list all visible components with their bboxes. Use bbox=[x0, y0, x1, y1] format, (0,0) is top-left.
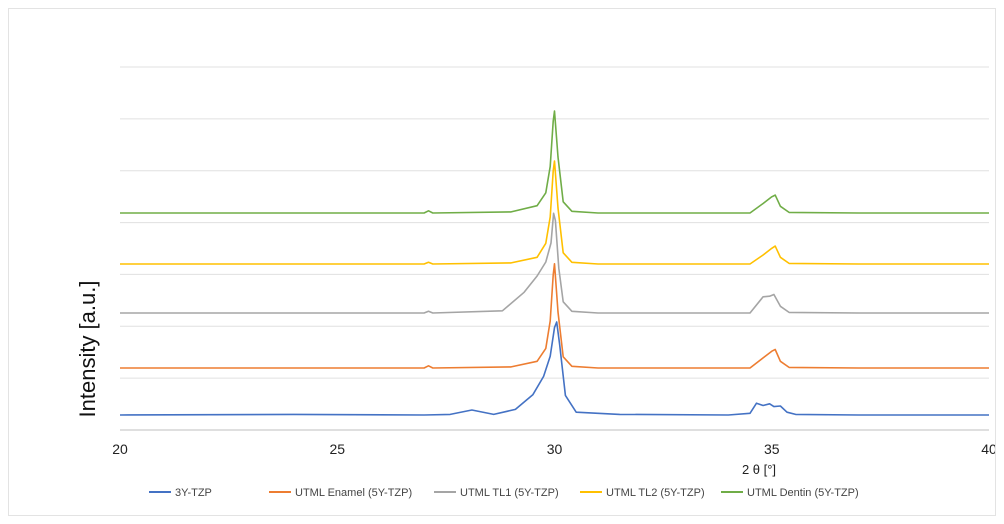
legend-label: 3Y-TZP bbox=[175, 487, 212, 499]
legend-item: UTML TL2 (5Y-TZP) bbox=[580, 487, 705, 499]
series-line bbox=[120, 110, 989, 214]
series-line bbox=[120, 212, 989, 314]
series-layer bbox=[119, 110, 989, 416]
x-axis-ticks: 20 25 30 35 40 bbox=[112, 441, 995, 457]
x-tick-label: 20 bbox=[112, 441, 128, 457]
legend: 3Y-TZP UTML Enamel (5Y-TZP) UTML TL1 (5Y-T… bbox=[149, 487, 859, 499]
x-tick-label: 25 bbox=[329, 441, 345, 457]
legend-label: UTML Enamel (5Y-TZP) bbox=[295, 487, 412, 499]
x-axis-label: 2 θ [°] bbox=[742, 462, 776, 477]
legend-item: 3Y-TZP bbox=[149, 487, 212, 499]
legend-label: UTML Dentin (5Y-TZP) bbox=[747, 487, 859, 499]
legend-label: UTML TL2 (5Y-TZP) bbox=[606, 487, 705, 499]
legend-item: UTML TL1 (5Y-TZP) bbox=[434, 487, 559, 499]
series-line bbox=[119, 321, 989, 416]
x-tick-label: 30 bbox=[547, 441, 563, 457]
xrd-line-chart: 20 25 30 35 40 Intensity [a.u.] 2 θ [°] 3Y-T… bbox=[75, 66, 995, 499]
legend-label: UTML TL1 (5Y-TZP) bbox=[460, 487, 559, 499]
chart-frame: 20 25 30 35 40 Intensity [a.u.] 2 θ [°] 3Y-T… bbox=[8, 8, 996, 516]
series-line bbox=[120, 160, 989, 265]
x-tick-label: 40 bbox=[981, 441, 995, 457]
legend-item: UTML Enamel (5Y-TZP) bbox=[269, 487, 412, 499]
x-tick-label: 35 bbox=[764, 441, 780, 457]
series-line bbox=[120, 263, 989, 369]
y-axis-label: Intensity [a.u.] bbox=[75, 281, 100, 418]
legend-item: UTML Dentin (5Y-TZP) bbox=[721, 487, 859, 499]
